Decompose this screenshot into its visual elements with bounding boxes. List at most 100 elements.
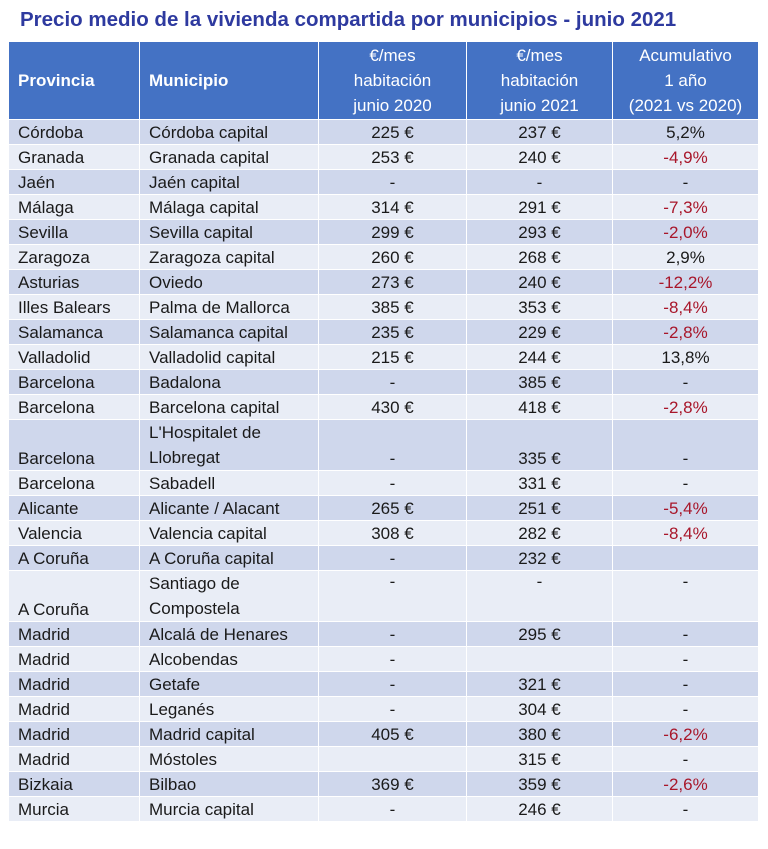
header-cumulative-line: 1 año	[664, 71, 707, 90]
table-row: Zaragoza Zaragoza capital 260 €268 €2,9%	[8, 244, 759, 270]
municipio-cell: Leganés	[139, 696, 319, 722]
table-row: Sevilla Sevilla capital 299 €293 € -2,0%	[8, 219, 759, 245]
price-2020-cell: -	[318, 570, 467, 622]
cumulative-cell: -	[612, 419, 759, 471]
cumulative-cell: 5,2%	[612, 119, 759, 145]
page-title: Precio medio de la vivienda compartida p…	[20, 8, 677, 31]
cumulative-cell: -	[612, 796, 759, 822]
provincia-cell: Madrid	[8, 696, 140, 722]
municipio-cell: Oviedo	[139, 269, 319, 295]
price-2021-cell: 331 €	[466, 470, 613, 496]
price-2020-cell: -	[318, 646, 467, 672]
table-row: Asturias Oviedo 273 €240 € -12,2%	[8, 269, 759, 295]
cumulative-cell: -	[612, 470, 759, 496]
cumulative-cell: -	[612, 746, 759, 772]
table-row: Barcelona Badalona -385 € -	[8, 369, 759, 395]
price-2020-cell: 235 €	[318, 319, 467, 345]
municipio-cell: Palma de Mallorca	[139, 294, 319, 320]
price-2020-cell: 215 €	[318, 344, 467, 370]
table-row: Alicante Alicante / Alacant 265 €251 € -5,4…	[8, 495, 759, 521]
cumulative-cell: -5,4%	[612, 495, 759, 521]
cumulative-cell: -	[612, 621, 759, 647]
header-price-2020: €/mes habitación junio 2020	[318, 41, 467, 120]
table-row: Barcelona L'Hospitalet de Llobregat -335 €…	[8, 419, 759, 471]
municipio-cell: Granada capital	[139, 144, 319, 170]
municipio-cell: L'Hospitalet de Llobregat	[139, 419, 319, 471]
provincia-cell: Málaga	[8, 194, 140, 220]
cumulative-cell: -	[612, 646, 759, 672]
price-2021-cell: 353 €	[466, 294, 613, 320]
cumulative-cell: -	[612, 570, 759, 622]
header-price-2021-line: junio 2021	[500, 96, 579, 115]
municipio-cell: Alcobendas	[139, 646, 319, 672]
cumulative-cell: -4,9%	[612, 144, 759, 170]
municipio-cell: Valencia capital	[139, 520, 319, 546]
header-price-2020-line: junio 2020	[353, 96, 432, 115]
price-2020-cell: 225 €	[318, 119, 467, 145]
price-2020-cell: 308 €	[318, 520, 467, 546]
table-row: Madrid Getafe -321 € -	[8, 671, 759, 697]
header-cumulative: Acumulativo 1 año (2021 vs 2020)	[612, 41, 759, 120]
price-2021-cell: 359 €	[466, 771, 613, 797]
price-2020-cell	[318, 746, 467, 772]
price-2021-cell: 418 €	[466, 394, 613, 420]
cumulative-cell: -6,2%	[612, 721, 759, 747]
municipio-cell: Santiago de Compostela	[139, 570, 319, 622]
price-2020-cell: -	[318, 621, 467, 647]
header-price-2021: €/mes habitación junio 2021	[466, 41, 613, 120]
municipio-cell: Sabadell	[139, 470, 319, 496]
table-row: Bizkaia Bilbao 369 €359 € -2,6%	[8, 771, 759, 797]
table-header: Provincia Municipio €/mes habitación jun…	[8, 41, 759, 120]
municipio-cell: Murcia capital	[139, 796, 319, 822]
table-body: Córdoba Córdoba capital 225 €237 €5,2% Gran…	[8, 119, 759, 822]
price-2021-cell: 335 €	[466, 419, 613, 471]
price-2021-cell: -	[466, 169, 613, 195]
table-row: Illes Balears Palma de Mallorca 385 €353 €…	[8, 294, 759, 320]
price-2021-cell: 240 €	[466, 269, 613, 295]
municipio-cell: Bilbao	[139, 771, 319, 797]
price-2020-cell: 405 €	[318, 721, 467, 747]
price-2020-cell: -	[318, 796, 467, 822]
price-2020-cell: -	[318, 545, 467, 571]
price-2021-cell: 380 €	[466, 721, 613, 747]
provincia-cell: Jaén	[8, 169, 140, 195]
municipio-cell: Málaga capital	[139, 194, 319, 220]
header-price-2020-line: €/mes	[369, 46, 416, 65]
municipio-cell: Córdoba capital	[139, 119, 319, 145]
price-2021-cell: 232 €	[466, 545, 613, 571]
table-row: Madrid Móstoles 315 € -	[8, 746, 759, 772]
table-row: Jaén Jaén capital - - -	[8, 169, 759, 195]
provincia-cell: Barcelona	[8, 394, 140, 420]
municipio-cell: Sevilla capital	[139, 219, 319, 245]
price-2020-cell: 260 €	[318, 244, 467, 270]
price-2021-cell: 295 €	[466, 621, 613, 647]
price-2021-cell: 315 €	[466, 746, 613, 772]
cumulative-cell: -	[612, 169, 759, 195]
table-row: Madrid Leganés -304 € -	[8, 696, 759, 722]
provincia-cell: Barcelona	[8, 369, 140, 395]
municipio-cell: Getafe	[139, 671, 319, 697]
provincia-cell: Madrid	[8, 671, 140, 697]
price-2021-cell: 268 €	[466, 244, 613, 270]
table-row: Granada Granada capital 253 €240 € -4,9%	[8, 144, 759, 170]
cumulative-cell: -	[612, 671, 759, 697]
price-2021-cell: 240 €	[466, 144, 613, 170]
cumulative-cell	[612, 545, 759, 571]
cumulative-cell: -7,3%	[612, 194, 759, 220]
provincia-cell: Madrid	[8, 746, 140, 772]
price-2021-cell: 244 €	[466, 344, 613, 370]
provincia-cell: Madrid	[8, 646, 140, 672]
price-2020-cell: -	[318, 369, 467, 395]
cumulative-cell: -2,0%	[612, 219, 759, 245]
table-row: Barcelona Sabadell -331 € -	[8, 470, 759, 496]
municipio-cell: Jaén capital	[139, 169, 319, 195]
cumulative-cell: -	[612, 369, 759, 395]
table-row: A Coruña Santiago de Compostela - - -	[8, 570, 759, 622]
header-provincia: Provincia	[8, 41, 140, 120]
price-2021-cell: 246 €	[466, 796, 613, 822]
price-2021-cell: 237 €	[466, 119, 613, 145]
cumulative-cell: -2,8%	[612, 319, 759, 345]
cumulative-cell: -2,6%	[612, 771, 759, 797]
header-price-2021-line: habitación	[500, 71, 579, 90]
header-cumulative-line: Acumulativo	[639, 46, 732, 65]
